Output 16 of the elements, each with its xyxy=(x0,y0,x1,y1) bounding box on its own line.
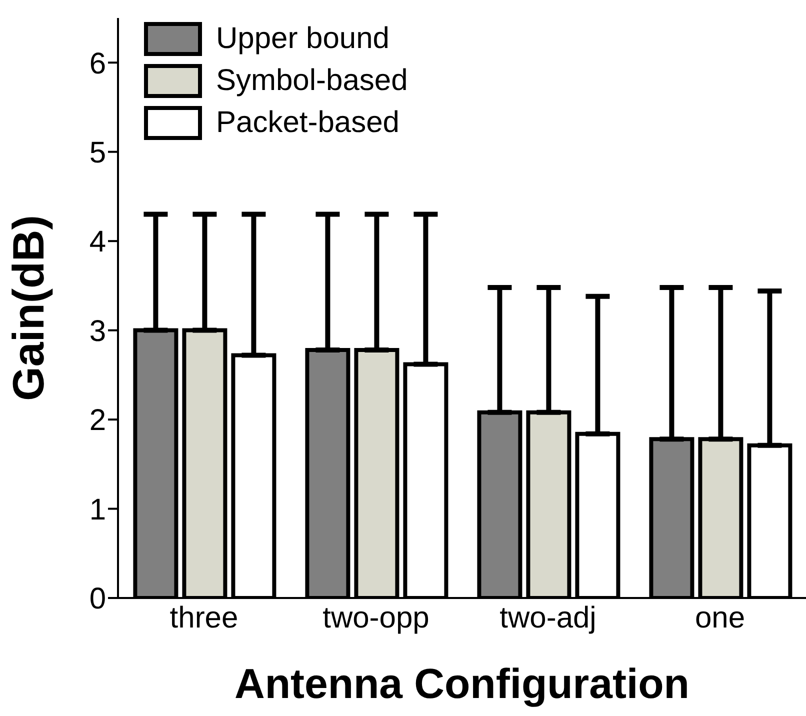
y-axis-title: Gain(dB) xyxy=(4,215,54,401)
legend-label: Upper bound xyxy=(216,22,390,56)
x-tick-label: three xyxy=(170,601,238,634)
y-tick-label: 5 xyxy=(89,136,106,170)
x-axis-title: Antenna Configuration xyxy=(234,660,690,707)
legend-label: Packet-based xyxy=(216,106,400,140)
legend-label: Symbol-based xyxy=(216,64,408,98)
x-tick-label: two-opp xyxy=(322,601,430,634)
y-tick-label: 1 xyxy=(89,493,106,526)
y-tick-label: 2 xyxy=(89,404,106,438)
x-tick-label: two-adj xyxy=(500,601,596,634)
y-tick-label: 0 xyxy=(89,582,106,616)
y-tick-label: 6 xyxy=(89,47,106,80)
x-tick-label: one xyxy=(694,601,746,634)
y-tick-label: 4 xyxy=(89,226,106,259)
y-tick-label: 3 xyxy=(89,314,106,348)
